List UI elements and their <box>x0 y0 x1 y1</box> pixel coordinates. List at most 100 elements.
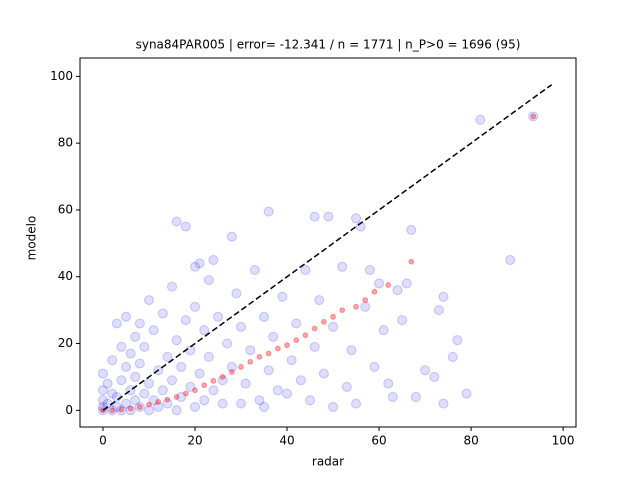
data-point <box>369 361 380 372</box>
data-point <box>190 401 201 412</box>
quantile-point <box>109 407 116 414</box>
data-point <box>162 351 173 362</box>
data-point <box>199 325 210 336</box>
data-point <box>153 401 164 412</box>
data-point <box>139 341 150 352</box>
data-point <box>116 341 127 352</box>
quantile-point <box>284 342 290 349</box>
y-tick-label: 100 <box>50 69 73 83</box>
reference-line <box>102 84 553 411</box>
plot-frame <box>79 57 577 428</box>
data-point <box>438 398 449 409</box>
quantile-point <box>136 404 143 410</box>
quantile-point <box>320 318 327 325</box>
data-point <box>346 345 357 356</box>
quantile-point <box>339 307 346 314</box>
data-point <box>102 378 113 389</box>
data-point <box>167 375 178 386</box>
quantile-point <box>228 369 235 375</box>
chart-title: syna84PAR005 | error= -12.341 / n = 1771… <box>136 38 521 52</box>
quantile-point <box>155 399 162 405</box>
data-point <box>528 111 539 122</box>
data-point <box>249 265 260 276</box>
data-point <box>157 385 168 396</box>
data-point <box>295 375 306 386</box>
data-point <box>98 385 109 396</box>
data-point <box>139 388 150 399</box>
quantile-point <box>182 390 189 397</box>
data-point <box>378 325 389 336</box>
data-point <box>208 255 219 266</box>
x-tick-label: 20 <box>187 434 202 448</box>
data-point <box>180 315 191 326</box>
data-point <box>144 295 155 306</box>
x-tick-label: 60 <box>371 434 386 448</box>
data-point <box>203 275 214 286</box>
quantile-point <box>210 378 217 384</box>
data-point <box>226 361 237 372</box>
data-point <box>401 278 412 289</box>
data-point <box>121 361 132 372</box>
data-point <box>213 311 224 322</box>
data-point <box>208 385 219 396</box>
data-point <box>505 255 516 266</box>
data-point <box>272 385 283 396</box>
data-point <box>134 401 145 412</box>
data-point <box>341 381 352 392</box>
data-point <box>387 391 398 402</box>
data-point <box>134 358 145 369</box>
data-point <box>438 291 449 302</box>
x-axis-label: radar <box>312 455 344 469</box>
data-point <box>171 216 182 227</box>
data-point <box>360 301 371 312</box>
quantile-point <box>192 387 198 394</box>
data-point <box>300 265 311 276</box>
data-point <box>254 395 265 406</box>
data-point <box>277 291 288 302</box>
data-point <box>323 211 334 222</box>
data-point <box>328 321 339 332</box>
y-tick-label: 0 <box>65 403 73 417</box>
x-tick-label: 100 <box>552 434 575 448</box>
data-point <box>148 395 159 406</box>
data-point <box>111 391 122 402</box>
data-point <box>245 345 256 356</box>
data-point <box>116 375 127 386</box>
data-point <box>167 281 178 292</box>
data-point <box>176 391 187 402</box>
data-point <box>236 398 247 409</box>
data-point <box>282 388 293 399</box>
y-tick-label: 60 <box>58 202 73 216</box>
quantile-point <box>118 406 125 413</box>
data-point <box>410 391 421 402</box>
data-point <box>236 321 247 332</box>
quantile-point <box>238 363 244 370</box>
quantile-point <box>330 313 336 320</box>
data-point <box>111 318 122 329</box>
data-point <box>194 368 205 379</box>
data-point <box>226 231 237 242</box>
data-point <box>328 401 339 412</box>
y-tick-label: 40 <box>58 269 73 283</box>
data-point <box>217 375 228 386</box>
data-point <box>337 261 348 272</box>
data-point <box>111 401 122 412</box>
data-point <box>134 318 145 329</box>
data-point <box>286 355 297 366</box>
quantile-point <box>256 353 263 360</box>
quantile-point <box>408 258 415 265</box>
y-tick-label: 20 <box>58 336 73 350</box>
data-point <box>130 331 141 342</box>
x-tick-label: 40 <box>279 434 294 448</box>
data-point <box>429 371 440 382</box>
data-point <box>268 331 279 342</box>
quantile-point <box>362 297 369 304</box>
data-point <box>263 206 274 217</box>
quantile-point <box>293 337 300 344</box>
quantile-point <box>385 282 392 288</box>
data-point <box>98 395 109 406</box>
data-point <box>98 368 109 379</box>
data-point <box>121 398 132 409</box>
